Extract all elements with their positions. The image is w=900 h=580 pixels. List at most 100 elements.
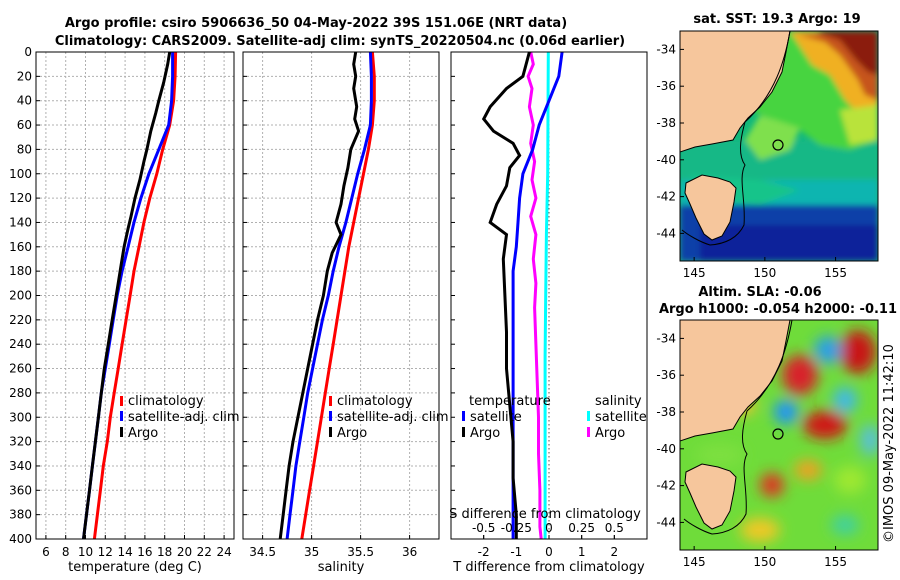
y-tick-label: 100 [9, 167, 32, 181]
lat-tick-label: -44 [656, 515, 676, 529]
legend-swatch-sal-satellite [587, 411, 590, 421]
y-tick-label: 140 [9, 215, 32, 229]
imos-timestamp-watermark: ©IMOS 09-May-2022 11:42:10 [882, 344, 897, 543]
figure-title-line1: Argo profile: csiro 5906636_50 04-May-20… [65, 16, 567, 31]
lon-tick-label: 145 [683, 555, 706, 569]
lon-tick-label: 150 [753, 266, 776, 280]
legend-label-temp-satellite: satellite [470, 410, 522, 425]
y-tick-label: 40 [17, 94, 32, 108]
sst-axes-box [679, 30, 879, 262]
x-tick-label: 10 [78, 545, 93, 559]
lat-tick-label: -40 [656, 153, 676, 167]
sla-map-title: Altim. SLA: -0.06 [698, 285, 821, 300]
temperature-argo-line [82, 52, 172, 539]
lat-tick-label: -42 [656, 479, 676, 493]
legend-label-sal-satellite: satellite [595, 410, 647, 425]
sst-argo-marker [772, 139, 784, 151]
x-tick-label: 8 [62, 545, 70, 559]
y-tick-label: 300 [9, 410, 32, 424]
legend-swatch-temp-satellite [462, 411, 465, 421]
salinity-legend: climatology satellite-adj. clim Argo [329, 394, 449, 441]
x-tick-label: 14 [117, 545, 132, 559]
s-tick-label: 0.5 [605, 521, 624, 535]
sla-field [696, 330, 878, 542]
y-tick-label: 400 [9, 532, 32, 546]
salinity-satellite-line [285, 52, 373, 539]
x-tick-label: 18 [157, 545, 172, 559]
salinity-grid [243, 51, 439, 540]
y-tick-label: 80 [17, 142, 32, 156]
salinity-difference-label: S difference from climatology [449, 507, 641, 522]
salinity-xlabel: salinity [318, 560, 365, 575]
x-tick-label: 16 [137, 545, 152, 559]
temperature-legend: climatology satellite-adj. clim Argo [120, 394, 240, 441]
legend-swatch-satellite [120, 411, 123, 421]
y-tick-label: 360 [9, 483, 32, 497]
y-tick-label: 180 [9, 264, 32, 278]
y-tick-label: 340 [9, 459, 32, 473]
legend-title-temperature: temperature [469, 394, 551, 409]
sla-axes-box [679, 319, 879, 551]
x-tick-label: -1 [510, 545, 522, 559]
x-tick-label: 0 [545, 545, 553, 559]
y-tick-label: 200 [9, 289, 32, 303]
y-tick-label: 240 [9, 337, 32, 351]
difference-ticks: -2 -1 0 1 2 -0.5 -0.25 0 0.25 0.5 [451, 51, 624, 559]
lat-tick-label: -38 [656, 405, 676, 419]
x-tick-label: 6 [42, 545, 50, 559]
salinity-ticks: 34.5 35 35.5 36 [243, 51, 417, 559]
lon-tick-label: 145 [683, 266, 706, 280]
x-tick-label: 24 [216, 545, 231, 559]
legend-label-climatology: climatology [337, 394, 413, 409]
salinity-panel: 34.5 35 35.5 36 climatology satellite-adj. … [242, 51, 449, 575]
x-tick-label: 20 [177, 545, 192, 559]
legend-title-salinity: salinity [595, 394, 642, 409]
legend-label-satellite: satellite-adj. clim [337, 410, 449, 425]
sla-land-tasmania [684, 463, 737, 530]
temperature-difference-xlabel: T difference from climatology [452, 560, 645, 575]
sla-ticks: 145 150 155 -34 -36 -38 -40 -42 -44 [656, 331, 847, 569]
sst-bathymetry-contour [681, 31, 791, 246]
lat-tick-label: -42 [656, 190, 676, 204]
sla-land-mainland [680, 320, 791, 442]
y-tick-label: 280 [9, 386, 32, 400]
salinity-satellite-diff-line [543, 52, 550, 539]
temperature-ticks: 6 8 10 12 14 16 18 20 22 240204060801001201401601… [9, 45, 232, 559]
salinity-argo-line [278, 52, 361, 539]
legend-swatch-climatology [329, 396, 332, 406]
s-tick-label: 0.25 [568, 521, 595, 535]
legend-label-sal-argo: Argo [595, 426, 625, 441]
x-tick-label: 22 [197, 545, 212, 559]
salinity-climatology-line [300, 52, 376, 539]
sst-ticks: 145 150 155 -34 -36 -38 -40 -42 -44 [656, 42, 847, 280]
temperature-panel: 6 8 10 12 14 16 18 20 22 240204060801001201401601… [9, 45, 240, 575]
lon-tick-label: 150 [753, 555, 776, 569]
x-tick-label: 35 [304, 545, 319, 559]
lat-tick-label: -34 [656, 42, 676, 56]
temperature-argo-diff-line [481, 52, 531, 539]
lat-tick-label: -36 [656, 368, 676, 382]
legend-swatch-satellite [329, 411, 332, 421]
temperature-xlabel: temperature (deg C) [68, 560, 202, 575]
y-tick-label: 60 [17, 118, 32, 132]
y-tick-label: 20 [17, 69, 32, 83]
y-tick-label: 220 [9, 313, 32, 327]
x-tick-label: 2 [611, 545, 619, 559]
lon-tick-label: 155 [824, 266, 847, 280]
temperature-climatology-line [92, 52, 178, 539]
lat-tick-label: -34 [656, 331, 676, 345]
legend-label-argo: Argo [128, 426, 158, 441]
sla-map: Altim. SLA: -0.06 Argo h1000: -0.054 h20… [656, 285, 897, 569]
lat-tick-label: -36 [656, 79, 676, 93]
s-tick-label: -0.5 [472, 521, 495, 535]
x-tick-label: -2 [478, 545, 490, 559]
x-tick-label: 12 [98, 545, 113, 559]
y-tick-label: 320 [9, 435, 32, 449]
x-tick-label: 1 [578, 545, 586, 559]
sla-bathymetry-contour [683, 320, 793, 535]
sst-map-title: sat. SST: 19.3 Argo: 19 [693, 12, 860, 27]
sst-map: sat. SST: 19.3 Argo: 19 145 150 155 [656, 12, 879, 280]
lat-tick-label: -44 [656, 226, 676, 240]
x-tick-label: 35.5 [347, 545, 374, 559]
